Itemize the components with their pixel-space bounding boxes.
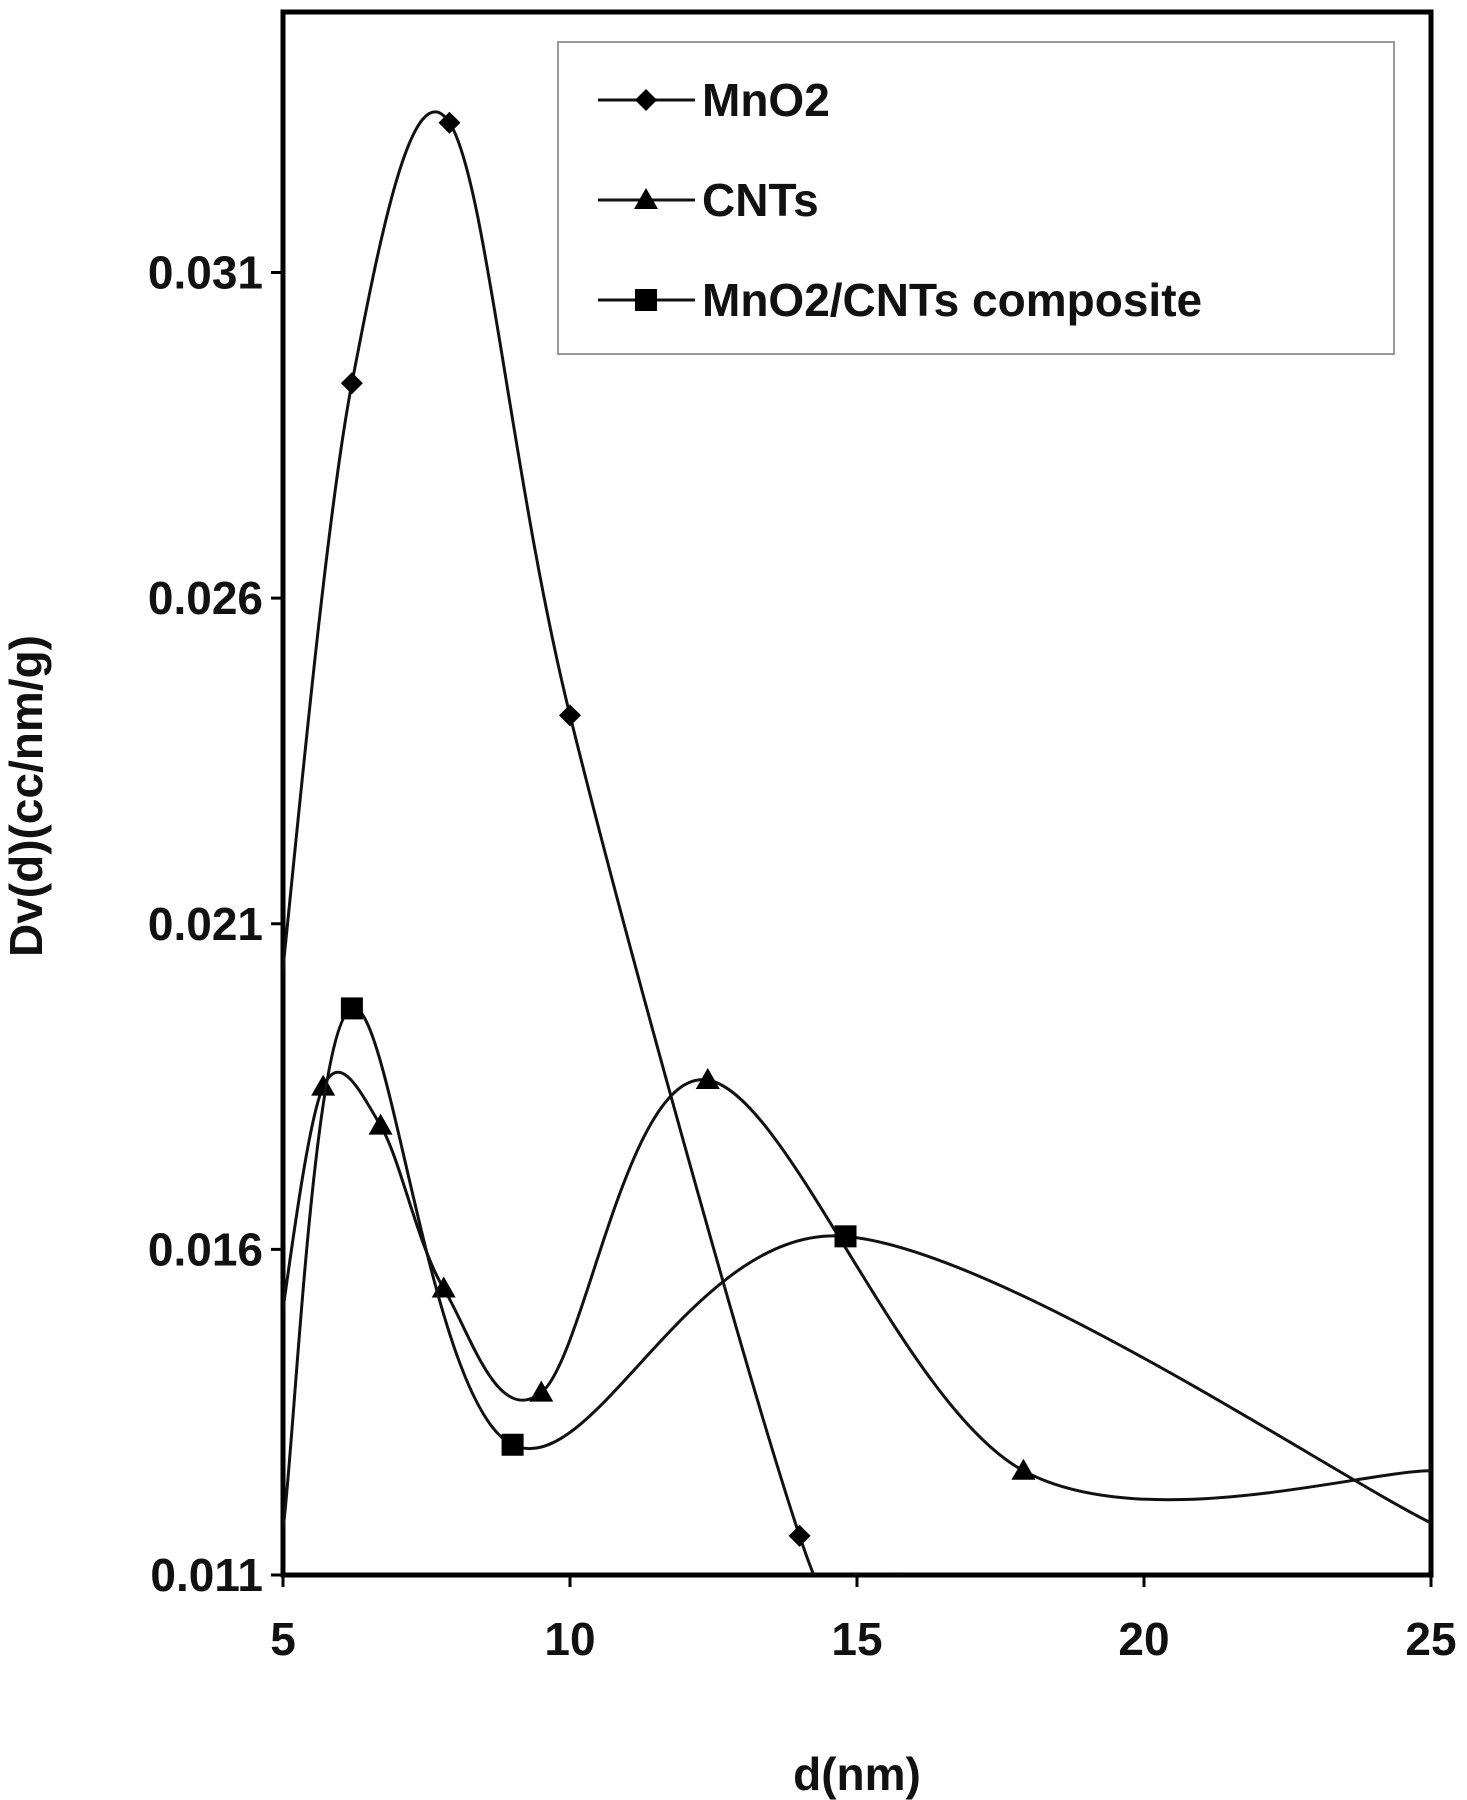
legend-label: MnO2/CNTs composite xyxy=(702,274,1202,326)
x-axis: 5 10 15 20 25 xyxy=(270,1575,1457,1665)
data-point-triangle xyxy=(529,1380,554,1402)
series-layer xyxy=(283,110,1431,1575)
data-point-triangle xyxy=(311,1074,336,1096)
series-0 xyxy=(283,110,903,1575)
y-tick-label: 0.016 xyxy=(148,1223,263,1275)
legend-marker-diamond xyxy=(635,89,657,111)
series-2 xyxy=(283,997,1431,1530)
data-point-square xyxy=(834,1225,857,1248)
y-tick-label: 0.021 xyxy=(148,898,263,950)
data-point-triangle xyxy=(695,1068,720,1090)
x-tick-label: 15 xyxy=(831,1613,882,1665)
legend-label: MnO2 xyxy=(702,74,830,126)
legend-marker-square xyxy=(635,289,657,311)
legend-label: CNTs xyxy=(702,174,819,226)
data-point-diamond xyxy=(438,111,461,134)
x-tick-label: 25 xyxy=(1405,1613,1456,1665)
series-line xyxy=(283,110,903,1575)
y-axis: 0.011 0.016 0.021 0.026 0.031 xyxy=(148,247,283,1601)
x-tick-label: 10 xyxy=(544,1613,595,1665)
y-axis-title: Dv(d)(cc/nm/g) xyxy=(0,635,52,957)
x-tick-label: 5 xyxy=(270,1613,296,1665)
data-point-square xyxy=(501,1433,524,1456)
y-tick-label: 0.026 xyxy=(148,572,263,624)
legend-box xyxy=(557,41,1395,355)
legend-marker-triangle xyxy=(634,188,658,209)
x-axis-title: d(nm) xyxy=(793,1748,921,1800)
data-point-square xyxy=(340,997,363,1020)
data-point-diamond xyxy=(788,1524,811,1547)
y-tick-label: 0.011 xyxy=(150,1549,263,1601)
x-tick-label: 20 xyxy=(1118,1613,1169,1665)
series-1 xyxy=(283,1068,1431,1502)
data-point-triangle xyxy=(1011,1458,1036,1480)
y-tick-label: 0.031 xyxy=(148,247,263,299)
data-point-diamond xyxy=(340,372,363,395)
data-point-triangle xyxy=(368,1113,393,1135)
legend: MnO2 CNTs MnO2/CNTs composite xyxy=(557,41,1395,355)
data-point-diamond xyxy=(559,704,581,727)
